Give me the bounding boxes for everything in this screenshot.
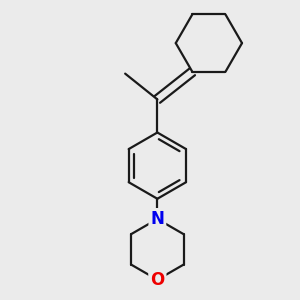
Text: N: N bbox=[150, 210, 164, 228]
Text: O: O bbox=[150, 271, 164, 289]
